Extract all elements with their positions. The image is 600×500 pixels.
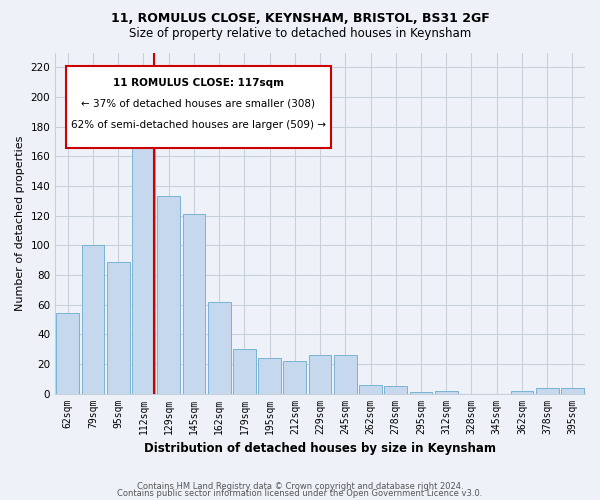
Text: Contains HM Land Registry data © Crown copyright and database right 2024.: Contains HM Land Registry data © Crown c… (137, 482, 463, 491)
Bar (410, 392, 433, 394)
Bar (107, 262, 130, 394)
Text: 62% of semi-detached houses are larger (509) →: 62% of semi-detached houses are larger (… (71, 120, 326, 130)
Text: 11 ROMULUS CLOSE: 117sqm: 11 ROMULUS CLOSE: 117sqm (113, 78, 284, 88)
Bar (536, 388, 559, 394)
Bar (132, 134, 155, 394)
Bar (334, 355, 356, 394)
Bar (182, 214, 205, 394)
Bar (157, 196, 180, 394)
Text: 11, ROMULUS CLOSE, KEYNSHAM, BRISTOL, BS31 2GF: 11, ROMULUS CLOSE, KEYNSHAM, BRISTOL, BS… (110, 12, 490, 26)
Bar (511, 390, 533, 394)
Bar (82, 246, 104, 394)
Bar (435, 390, 458, 394)
Text: ← 37% of detached houses are smaller (308): ← 37% of detached houses are smaller (30… (81, 98, 315, 108)
Bar (258, 358, 281, 394)
Y-axis label: Number of detached properties: Number of detached properties (15, 136, 25, 310)
Bar (233, 349, 256, 394)
Bar (56, 314, 79, 394)
Bar (385, 386, 407, 394)
Text: Size of property relative to detached houses in Keynsham: Size of property relative to detached ho… (129, 28, 471, 40)
Bar (208, 302, 230, 394)
Bar (561, 388, 584, 394)
Bar (283, 361, 306, 394)
Bar (359, 384, 382, 394)
FancyBboxPatch shape (66, 66, 331, 148)
Text: Contains public sector information licensed under the Open Government Licence v3: Contains public sector information licen… (118, 488, 482, 498)
Bar (309, 355, 331, 394)
X-axis label: Distribution of detached houses by size in Keynsham: Distribution of detached houses by size … (144, 442, 496, 455)
